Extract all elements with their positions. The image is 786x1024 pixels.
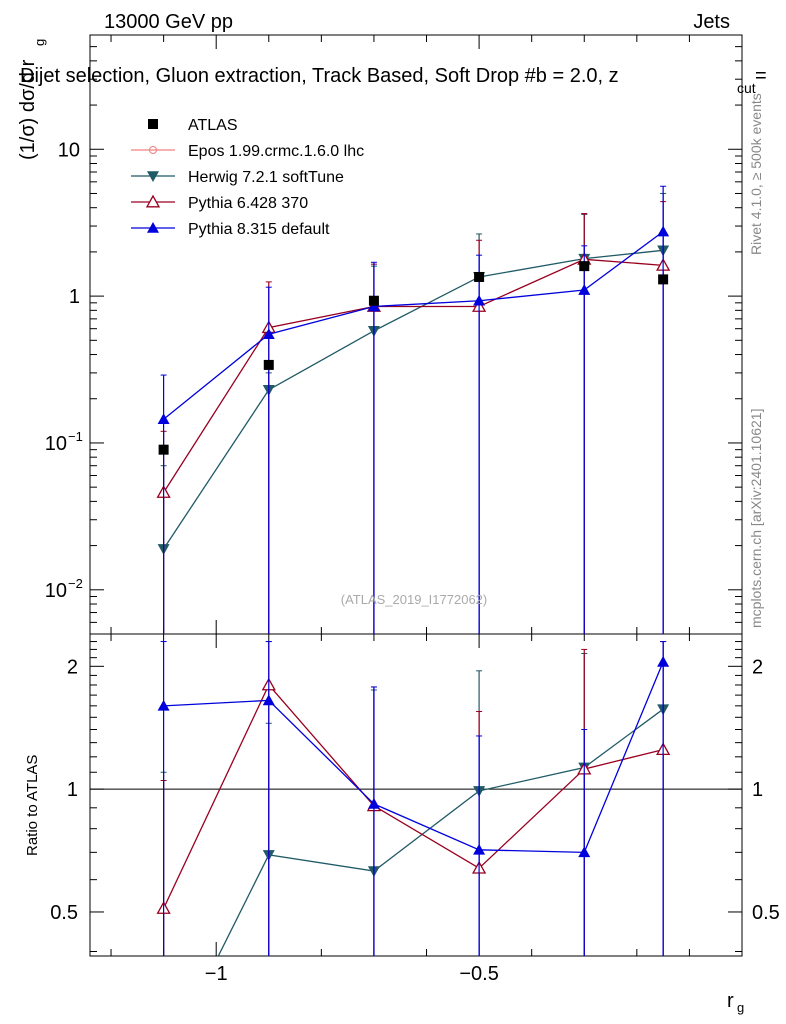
ratio-tick-label: 0.5 [50,902,78,924]
y-axis-label-top-sub: g [32,39,47,46]
atlas-data-point [474,271,485,282]
ratio-marker [157,699,170,711]
legend-label: Herwig 7.2.1 softTune [188,169,344,186]
x-tick-label: −1 [205,963,228,985]
main-series [156,185,671,634]
legend-label: Epos 1.99.crmc.1.6.0 lhc [188,143,364,160]
side-label-mcplots: mcplots.cern.ch [arXiv:2401.10621] [748,409,764,628]
x-axis-label: r [727,990,734,1012]
legend-label: Pythia 6.428 370 [188,195,308,212]
legend-marker [147,171,159,182]
legend-marker [148,119,158,129]
y-tick-label: 10 [58,139,80,161]
y-axis-label-top: (1/σ) dσ/d r [17,59,39,160]
legend-marker [147,222,159,233]
series-line [163,258,664,493]
atlas-data-point [579,261,590,272]
ratio-marker [262,694,275,706]
ratio-marker [578,846,591,858]
legend-marker [145,194,161,208]
series-marker [157,413,170,425]
plot-frames [89,34,743,957]
series-marker [473,294,486,306]
legend-marker [148,146,158,154]
ratio-line [163,683,664,909]
y-tick-label: 10 [45,580,67,602]
subtitle-subscript: cut [737,80,756,96]
atlas-data-point [158,444,169,455]
x-tick-label: −0.5 [459,963,498,985]
side-label-rivet: Rivet 4.1.0, ≥ 500k events [748,93,764,255]
ratio-tick-label: 1 [67,779,78,801]
ratio-line [163,661,664,854]
plot-subtitle: Dijet selection, Gluon extraction, Track… [20,65,619,87]
ratio-marker [367,797,380,809]
legend-label: Pythia 8.315 default [188,221,330,238]
subtitle-tail: = [755,65,767,87]
y-tick-exponent: −1 [68,429,83,444]
series-marker [367,300,380,312]
y-tick-label: 1 [69,286,80,308]
header-right: Jets [693,11,730,33]
ratio-marker [473,843,486,855]
ratio-marker [657,655,670,667]
legend: ATLAS Epos 1.99.crmc.1.6.0 lhc Herwig 7.2.… [131,117,364,238]
watermark: (ATLAS_2019_I1772062) [341,592,487,607]
header-left: 13000 GeV pp [104,11,233,33]
legend-label: ATLAS [188,117,238,134]
series-line [163,231,664,420]
atlas-data-point [263,359,274,370]
series-marker [578,284,591,295]
series-marker [657,225,670,237]
y-tick-label: 10 [45,433,67,455]
y-axis-label-ratio: Ratio to ATLAS [24,755,41,856]
series-layer [156,185,671,956]
y-tick-exponent: −2 [68,576,83,591]
atlas-data-point [368,295,379,306]
x-axis-label-sub: g [737,1000,744,1015]
series-line [163,249,664,550]
ratio-tick-label-right: 1 [752,779,763,801]
ratio-line [217,708,664,956]
series-marker [262,328,275,340]
ratio-tick-label: 2 [67,656,78,678]
ratio-plot-frame [89,633,743,957]
ratio-series [156,641,671,956]
ratio-tick-label-right: 2 [752,656,763,678]
ratio-tick-label-right: 0.5 [752,902,780,924]
atlas-data-point [658,274,669,285]
